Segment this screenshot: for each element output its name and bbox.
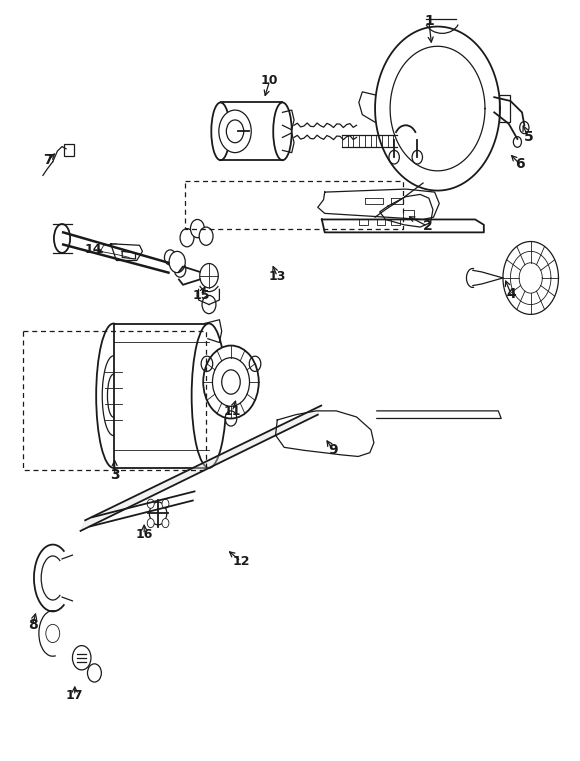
Text: 6: 6 xyxy=(515,157,524,171)
Ellipse shape xyxy=(191,323,226,468)
Circle shape xyxy=(520,122,529,134)
Polygon shape xyxy=(380,194,433,227)
Ellipse shape xyxy=(54,224,70,253)
Circle shape xyxy=(72,645,91,670)
Circle shape xyxy=(219,110,251,153)
Ellipse shape xyxy=(107,374,119,417)
Circle shape xyxy=(88,664,102,682)
Circle shape xyxy=(169,251,185,272)
Circle shape xyxy=(162,499,169,508)
Circle shape xyxy=(162,518,169,527)
Circle shape xyxy=(46,624,60,642)
Text: 15: 15 xyxy=(192,289,209,302)
Polygon shape xyxy=(318,189,439,219)
Circle shape xyxy=(389,151,400,164)
Text: 7: 7 xyxy=(44,153,53,167)
Text: 13: 13 xyxy=(269,270,286,283)
Text: 14: 14 xyxy=(85,244,102,256)
Ellipse shape xyxy=(102,356,125,435)
Circle shape xyxy=(200,263,218,288)
Text: 8: 8 xyxy=(28,618,37,632)
Circle shape xyxy=(202,295,216,314)
Circle shape xyxy=(150,502,167,525)
Circle shape xyxy=(199,227,213,245)
Polygon shape xyxy=(276,411,374,457)
Text: 12: 12 xyxy=(232,555,249,568)
Bar xyxy=(499,95,510,123)
Circle shape xyxy=(165,250,176,265)
Ellipse shape xyxy=(211,103,230,161)
Polygon shape xyxy=(377,411,501,419)
Circle shape xyxy=(147,499,154,508)
Text: 5: 5 xyxy=(524,130,533,145)
Text: 1: 1 xyxy=(424,14,434,28)
Text: 17: 17 xyxy=(66,689,84,702)
Bar xyxy=(64,144,74,156)
Circle shape xyxy=(212,358,249,406)
Circle shape xyxy=(203,345,259,419)
Text: 2: 2 xyxy=(423,219,433,234)
Text: 11: 11 xyxy=(223,405,241,418)
Circle shape xyxy=(412,151,422,164)
Circle shape xyxy=(190,219,204,237)
Circle shape xyxy=(147,518,154,527)
Circle shape xyxy=(513,137,521,148)
Ellipse shape xyxy=(273,103,292,161)
Circle shape xyxy=(180,228,194,247)
Polygon shape xyxy=(81,406,321,531)
Circle shape xyxy=(222,370,240,394)
Text: 10: 10 xyxy=(261,74,278,87)
Text: 16: 16 xyxy=(136,528,153,541)
Text: 3: 3 xyxy=(110,469,119,482)
Bar xyxy=(114,323,209,468)
Text: 9: 9 xyxy=(329,444,338,457)
Polygon shape xyxy=(322,219,484,232)
Text: 4: 4 xyxy=(506,287,516,301)
Circle shape xyxy=(226,120,244,143)
Ellipse shape xyxy=(96,323,131,468)
Circle shape xyxy=(174,262,186,277)
